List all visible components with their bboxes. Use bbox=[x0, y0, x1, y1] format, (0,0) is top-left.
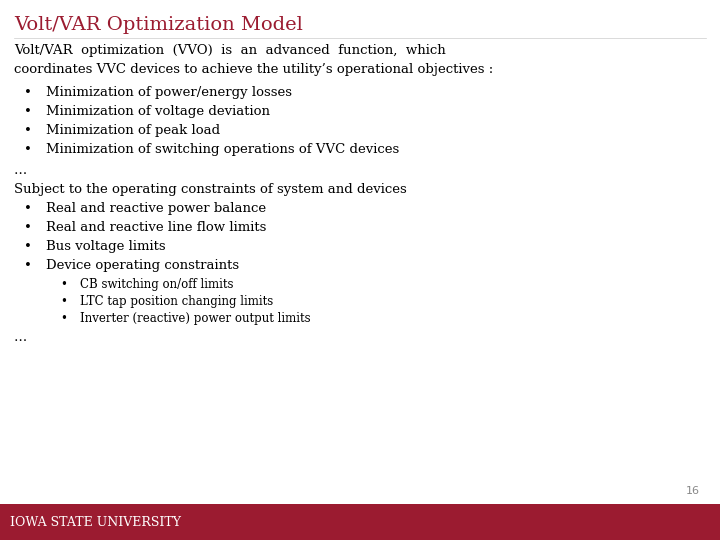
Text: Bus voltage limits: Bus voltage limits bbox=[46, 240, 166, 253]
Text: Device operating constraints: Device operating constraints bbox=[46, 259, 239, 272]
Text: •: • bbox=[60, 312, 67, 325]
Text: •: • bbox=[24, 143, 32, 156]
Text: •: • bbox=[24, 259, 32, 272]
Text: •: • bbox=[24, 240, 32, 253]
Text: •: • bbox=[60, 295, 67, 308]
Text: •: • bbox=[24, 221, 32, 234]
Text: •: • bbox=[24, 105, 32, 118]
Text: …: … bbox=[14, 331, 27, 344]
Text: •: • bbox=[24, 86, 32, 99]
Text: CB switching on/off limits: CB switching on/off limits bbox=[80, 278, 233, 291]
Text: •: • bbox=[24, 124, 32, 137]
Text: •: • bbox=[24, 202, 32, 215]
Text: Subject to the operating constraints of system and devices: Subject to the operating constraints of … bbox=[14, 183, 407, 196]
Text: Inverter (reactive) power output limits: Inverter (reactive) power output limits bbox=[80, 312, 310, 325]
Text: IOWA STATE UNIVERSITY: IOWA STATE UNIVERSITY bbox=[10, 516, 181, 529]
Text: Minimization of peak load: Minimization of peak load bbox=[46, 124, 220, 137]
Text: Real and reactive power balance: Real and reactive power balance bbox=[46, 202, 266, 215]
Text: Minimization of power/energy losses: Minimization of power/energy losses bbox=[46, 86, 292, 99]
Text: LTC tap position changing limits: LTC tap position changing limits bbox=[80, 295, 274, 308]
Text: …: … bbox=[14, 164, 27, 177]
Text: coordinates VVC devices to achieve the utility’s operational objectives :: coordinates VVC devices to achieve the u… bbox=[14, 63, 493, 76]
Text: •: • bbox=[60, 278, 67, 291]
Text: Minimization of voltage deviation: Minimization of voltage deviation bbox=[46, 105, 270, 118]
Text: Real and reactive line flow limits: Real and reactive line flow limits bbox=[46, 221, 266, 234]
Text: Volt/VAR  optimization  (VVO)  is  an  advanced  function,  which: Volt/VAR optimization (VVO) is an advanc… bbox=[14, 44, 446, 57]
Text: 16: 16 bbox=[686, 486, 700, 496]
Bar bbox=[0, 504, 720, 540]
Text: Minimization of switching operations of VVC devices: Minimization of switching operations of … bbox=[46, 143, 400, 156]
Text: Volt/VAR Optimization Model: Volt/VAR Optimization Model bbox=[14, 16, 303, 34]
